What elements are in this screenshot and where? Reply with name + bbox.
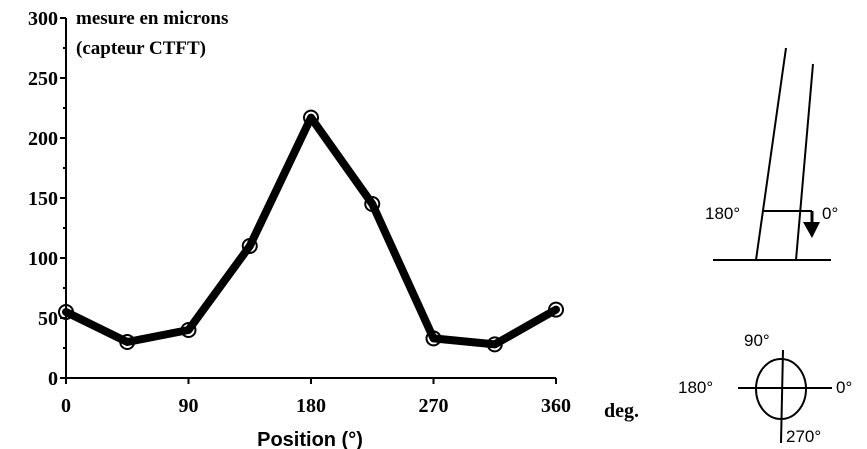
compass-label-180: 180° — [678, 378, 713, 397]
data-point — [119, 334, 136, 350]
chart: 0 50 100 150 200 250 300 0 90 180 270 360 mesure e… — [28, 8, 639, 449]
data-points — [58, 109, 564, 353]
y-tick-label: 250 — [28, 68, 58, 90]
data-point — [486, 336, 503, 353]
x-tick-label: 360 — [541, 395, 571, 417]
y-tick-label: 300 — [28, 8, 58, 30]
left-edge-line — [755, 47, 787, 261]
x-ticks: 0 90 180 270 360 — [61, 378, 571, 417]
y-tick-label: 200 — [28, 128, 58, 150]
diagram-label-0: 0° — [822, 204, 838, 223]
y-tick-label: 150 — [28, 188, 58, 210]
y-tick-label: 100 — [28, 248, 58, 270]
angle-compass: 90° 180° 0° 270° — [678, 331, 852, 446]
right-edge-line — [795, 63, 814, 261]
data-point — [425, 330, 442, 347]
diagram-label-180: 180° — [705, 204, 740, 223]
data-point — [241, 238, 258, 254]
compass-label-90: 90° — [744, 331, 770, 350]
series-line — [62, 113, 560, 349]
data-point — [364, 196, 381, 212]
x-axis-title: Position (°) — [257, 429, 363, 449]
y-tick-label: 50 — [38, 308, 58, 330]
x-tick-label: 270 — [419, 395, 449, 417]
data-point — [180, 322, 197, 338]
chart-title: mesure en microns — [76, 8, 228, 29]
data-point — [58, 304, 74, 320]
compass-label-0: 0° — [836, 378, 852, 397]
x-tick-label: 90 — [179, 395, 199, 417]
data-point — [303, 109, 319, 126]
data-point — [548, 301, 564, 318]
chart-subtitle: (capteur CTFT) — [76, 38, 206, 59]
x-unit-label: deg. — [604, 400, 639, 422]
x-tick-label: 180 — [296, 395, 326, 417]
arrow-down-icon — [803, 222, 820, 238]
orientation-diagram: 180° 0° — [705, 47, 838, 261]
y-tick-label: 0 — [48, 368, 58, 390]
y-ticks: 0 50 100 150 200 250 300 — [28, 8, 66, 390]
compass-label-270: 270° — [786, 427, 821, 446]
x-tick-label: 0 — [61, 395, 71, 417]
compass-vertical — [780, 349, 784, 444]
